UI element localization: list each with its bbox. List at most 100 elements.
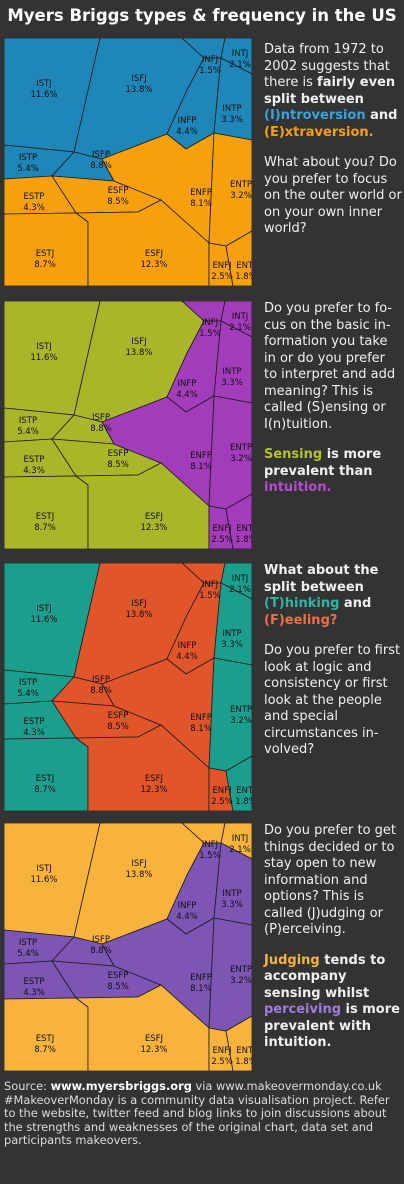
label-infp: INFP [178, 379, 197, 389]
label-istp: ISTP [19, 938, 37, 948]
value-isfp: 8.8% [90, 686, 112, 696]
value-estp: 4.3% [23, 728, 45, 738]
value-entj: 1.8% [235, 535, 252, 545]
value-infp: 4.4% [176, 652, 198, 662]
label-entp: ENTP [230, 443, 252, 453]
label-istj: ISTJ [36, 604, 52, 614]
cell-entj [225, 1015, 252, 1071]
value-infj: 1.5% [199, 66, 221, 76]
label-esfp: ESFP [108, 711, 129, 721]
label-estp: ESTP [23, 977, 44, 987]
label-enfp: ENFP [190, 188, 212, 198]
value-entp: 3.2% [230, 454, 252, 464]
value-intp: 3.3% [221, 115, 243, 125]
label-istp: ISTP [19, 153, 37, 163]
label-infp: INFP [178, 641, 197, 651]
value-infp: 4.4% [176, 390, 198, 400]
intuition-term: intuition. [264, 480, 332, 495]
label-enfp: ENFP [190, 973, 212, 983]
value-infj: 1.5% [199, 851, 221, 861]
value-isfj: 13.8% [125, 870, 152, 880]
source-link[interactable]: www.myersbriggs.org [50, 1079, 192, 1093]
label-istj: ISTJ [36, 79, 52, 89]
judging-term: Judging [264, 952, 320, 968]
source-label: Source: [4, 1079, 51, 1093]
value-enfp: 8.1% [190, 984, 212, 994]
label-intj: INTJ [232, 834, 249, 844]
value-estp: 4.3% [23, 988, 45, 998]
panel-4-question: Do you prefer to get things decided or t… [264, 823, 397, 937]
label-esfp: ESFP [108, 971, 129, 981]
label-entp: ENTP [230, 180, 252, 190]
cell-intj [220, 301, 252, 338]
label-entj: ENTJ [236, 261, 252, 271]
label-istp: ISTP [19, 416, 37, 426]
panel-2-question: Do you prefer to fo­cus on the basic in­… [264, 301, 396, 432]
footer-description: #MakeoverMonday is a community data visu… [4, 1092, 390, 1148]
extraversion-term: (E)xtraversion. [264, 124, 374, 140]
value-enfj: 2.5% [211, 535, 233, 545]
value-entj: 1.8% [235, 272, 252, 282]
label-isfp: ISFP [92, 935, 110, 945]
mbti-chart-panel-4: ISTJ 11.6% ISFJ 13.8% INFJ 1.5% INTJ 2.1% ISTP 5.… [4, 823, 252, 1071]
label-estj: ESTJ [36, 512, 54, 522]
label-isfj: ISFJ [131, 599, 146, 609]
value-enfp: 8.1% [190, 462, 212, 472]
label-isfp: ISFP [92, 150, 110, 160]
value-intj: 2.1% [229, 585, 251, 595]
label-enfp: ENFP [190, 451, 212, 461]
label-intj: INTJ [232, 49, 249, 59]
mbti-chart-panel-1: ISTJ 11.6% ISFJ 13.8% INFJ 1.5% INTJ 2.1% ISTP 5.… [4, 38, 252, 286]
cell-intj [220, 563, 252, 600]
label-infj: INFJ [202, 580, 218, 590]
cell-entj [225, 493, 252, 549]
value-enfp: 8.1% [190, 199, 212, 209]
value-isfj: 13.8% [125, 348, 152, 358]
value-istp: 5.4% [17, 689, 39, 699]
value-enfj: 2.5% [211, 272, 233, 282]
label-infj: INFJ [202, 55, 218, 65]
cell-entj [225, 755, 252, 811]
label-enfp: ENFP [190, 713, 212, 723]
panel-2-mid: is more prevalent than [264, 447, 382, 479]
cell-intp [213, 842, 252, 926]
value-estp: 4.3% [23, 466, 45, 476]
value-estp: 4.3% [23, 203, 45, 213]
label-istp: ISTP [19, 678, 37, 688]
label-estp: ESTP [23, 717, 44, 727]
value-istj: 11.6% [30, 353, 57, 363]
label-intp: INTP [222, 367, 241, 377]
panel-1-text: Data from 1972 to 2002 suggests that the… [264, 42, 402, 252]
value-isfj: 13.8% [125, 85, 152, 95]
panel-4-end: is more prevalent with intuition. [264, 1002, 400, 1050]
label-esfp: ESFP [108, 186, 129, 196]
cell-intp [213, 582, 252, 666]
thinking-term: (T)hinking [264, 596, 340, 611]
label-esfj: ESFJ [145, 512, 163, 522]
panel-2-text: Do you prefer to fo­cus on the basic in­… [264, 301, 402, 511]
value-entj: 1.8% [235, 797, 252, 807]
label-esfj: ESFJ [145, 249, 163, 259]
label-enfj: ENFJ [212, 786, 231, 796]
value-enfj: 2.5% [211, 797, 233, 807]
value-intj: 2.1% [229, 60, 251, 70]
panel-4-text: Do you prefer to get things decided or t… [264, 823, 402, 1066]
label-infp: INFP [178, 901, 197, 911]
value-intj: 2.1% [229, 845, 251, 855]
label-isfp: ISFP [92, 413, 110, 423]
panel-1-question: What about you? Do you prefer to focus o… [264, 155, 402, 236]
label-estj: ESTJ [36, 774, 54, 784]
value-entp: 3.2% [230, 976, 252, 986]
introversion-term: (I)ntroversion [264, 108, 366, 123]
label-enfj: ENFJ [212, 524, 231, 534]
panel-3-text: What about the split between (T)hinking … [264, 563, 402, 773]
value-entp: 3.2% [230, 191, 252, 201]
value-istj: 11.6% [30, 90, 57, 100]
cell-intp [213, 57, 252, 141]
value-intp: 3.3% [221, 900, 243, 910]
label-intp: INTP [222, 629, 241, 639]
value-istp: 5.4% [17, 949, 39, 959]
value-entp: 3.2% [230, 716, 252, 726]
value-istp: 5.4% [17, 164, 39, 174]
label-estp: ESTP [23, 192, 44, 202]
